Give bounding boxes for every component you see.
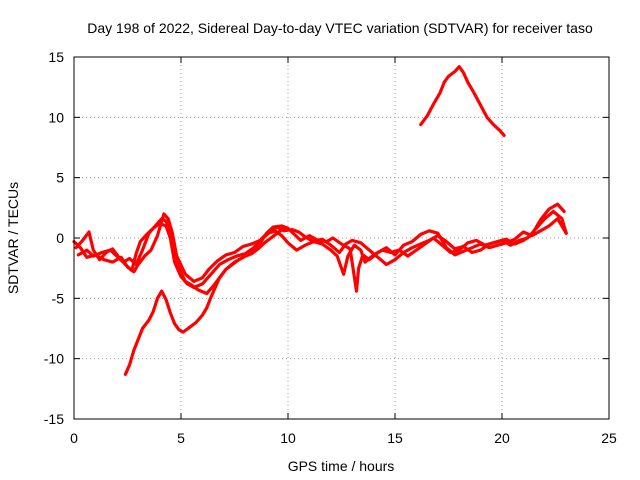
grid-lines bbox=[74, 57, 609, 419]
y-tick-label: 15 bbox=[48, 49, 64, 65]
y-tick-label: 0 bbox=[56, 230, 64, 246]
y-tick-label: -5 bbox=[52, 290, 65, 306]
y-tick-label: -15 bbox=[44, 411, 64, 427]
y-tick-label: -10 bbox=[44, 351, 64, 367]
tick-labels: 0 5 10 15 20 25 -15 -10 -5 0 5 10 15 bbox=[44, 49, 617, 446]
x-tick-label: 0 bbox=[70, 430, 78, 446]
series-trace-2 bbox=[76, 209, 568, 283]
x-tick-label: 25 bbox=[601, 430, 617, 446]
chart-title: Day 198 of 2022, Sidereal Day-to-day VTE… bbox=[87, 20, 593, 36]
series-trace-5 bbox=[419, 65, 506, 137]
x-axis-label: GPS time / hours bbox=[288, 458, 395, 474]
series-trace-1 bbox=[74, 202, 566, 290]
x-tick-label: 5 bbox=[177, 430, 185, 446]
series-trace-4 bbox=[123, 226, 286, 376]
data-series bbox=[72, 65, 568, 376]
x-tick-label: 20 bbox=[494, 430, 510, 446]
x-tick-label: 15 bbox=[387, 430, 403, 446]
y-tick-label: 10 bbox=[48, 109, 64, 125]
x-tick-label: 10 bbox=[280, 430, 296, 446]
series-trace-3 bbox=[72, 212, 568, 296]
plot-frame bbox=[73, 56, 610, 420]
y-axis-label: SDTVAR / TECUs bbox=[5, 182, 21, 294]
y-tick-label: 5 bbox=[56, 170, 64, 186]
